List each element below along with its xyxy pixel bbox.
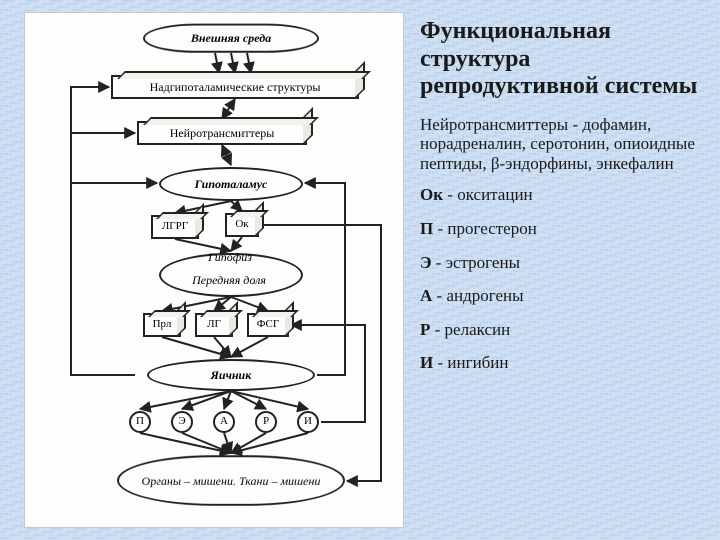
legend-abbr: А: [420, 286, 432, 305]
legend-item: Ок - окситацин: [420, 185, 705, 205]
legend-text: - андрогены: [432, 286, 523, 305]
legend-text: - окситацин: [443, 185, 533, 204]
node-cP: П: [129, 411, 151, 433]
node-pered_l: Передняя доля: [179, 265, 279, 295]
node-lg: ЛГ: [195, 313, 233, 337]
legend-list: Ок - окситацинП - прогестеронЭ - эстроге…: [420, 185, 705, 372]
node-hypoth: Гипоталамус: [159, 167, 303, 201]
text-column: Функциональная структура репродуктивной …: [420, 18, 705, 387]
node-cI: И: [297, 411, 319, 433]
node-fsg: ФСГ: [247, 313, 289, 337]
node-base: Органы – мишени. Ткани – мишени: [115, 455, 348, 505]
node-cE: Э: [171, 411, 193, 433]
node-ok: Ок: [225, 213, 259, 237]
legend-abbr: Р: [420, 320, 430, 339]
legend-item: А - андрогены: [420, 286, 705, 306]
legend-item: П - прогестерон: [420, 219, 705, 239]
node-env: Внешняя среда: [142, 24, 320, 53]
node-cA: А: [213, 411, 235, 433]
legend-text: - прогестерон: [433, 219, 537, 238]
legend-item: Э - эстрогены: [420, 253, 705, 273]
diagram-frame: Внешняя среда Надгипоталамические структу…: [24, 12, 404, 528]
node-supra: Надгипоталамические структуры: [111, 75, 359, 99]
node-ovary: Яичник: [147, 359, 315, 391]
legend-abbr: П: [420, 219, 433, 238]
legend-item: И - ингибин: [420, 353, 705, 373]
node-lgrg: ЛГРГ: [151, 215, 199, 239]
page-title: Функциональная структура репродуктивной …: [420, 18, 705, 101]
legend-text: - ингибин: [433, 353, 508, 372]
legend-text: - релаксин: [430, 320, 510, 339]
node-prl: Прл: [143, 313, 181, 337]
legend-abbr: Ок: [420, 185, 443, 204]
neurotransmitters-paragraph: Нейротрансмиттеры - дофамин, норадренали…: [420, 115, 705, 174]
legend-abbr: Э: [420, 253, 432, 272]
legend-abbr: И: [420, 353, 433, 372]
legend-text: - эстрогены: [432, 253, 520, 272]
node-gipo_l: Гипофиз: [195, 249, 265, 265]
node-neuro: Нейротрансмиттеры: [137, 121, 307, 145]
node-cR: Р: [255, 411, 277, 433]
legend-item: Р - релаксин: [420, 320, 705, 340]
